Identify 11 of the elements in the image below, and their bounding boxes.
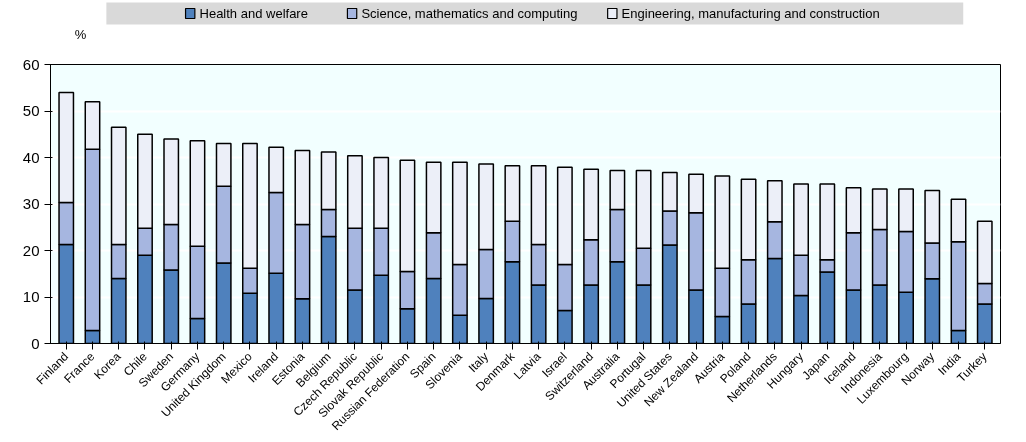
y-tick-label: 60 [22, 55, 40, 73]
y-tick-label: 50 [22, 102, 40, 119]
legend-label: Engineering, manufacturing and construction [621, 6, 880, 21]
y-tick-label: 30 [22, 195, 40, 212]
y-tick-label: 40 [22, 148, 40, 166]
y-tick-label: 0 [31, 334, 40, 352]
y-tick-label: 10 [22, 288, 40, 305]
legend-label: Science, mathematics and computing [361, 6, 578, 21]
y-axis-title: % [74, 26, 87, 42]
legend-label: Health and welfare [199, 6, 308, 21]
y-tick-label: 20 [22, 241, 40, 259]
